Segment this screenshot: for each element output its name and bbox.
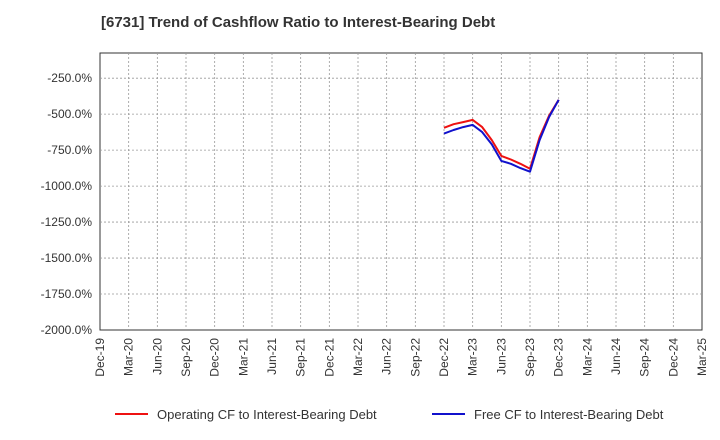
x-tick-label: Dec-24	[666, 338, 680, 377]
y-tick-label: -2000.0%	[41, 323, 93, 337]
y-tick-label: -750.0%	[47, 143, 92, 157]
x-tick-label: Jun-21	[265, 338, 279, 375]
x-tick-label: Jun-24	[609, 338, 623, 375]
x-tick-label: Sep-21	[294, 338, 308, 377]
y-tick-label: -1750.0%	[41, 287, 93, 301]
x-tick-label: Dec-23	[552, 338, 566, 377]
x-tick-label: Mar-21	[236, 338, 250, 376]
x-tick-label: Sep-24	[638, 338, 652, 377]
plot-area	[99, 52, 703, 331]
x-tick-label: Mar-22	[351, 338, 365, 376]
x-tick-label: Dec-22	[437, 338, 451, 377]
x-tick-label: Mar-24	[580, 338, 594, 376]
chart-title: [6731] Trend of Cashflow Ratio to Intere…	[101, 14, 496, 31]
x-tick-label: Sep-22	[408, 338, 422, 377]
x-tick-label: Dec-21	[322, 338, 336, 377]
x-tick-label: Mar-20	[122, 338, 136, 376]
y-tick-label: -1500.0%	[41, 251, 93, 265]
y-tick-label: -1250.0%	[41, 215, 93, 229]
x-tick-label: Jun-23	[494, 338, 508, 375]
x-tick-label: Dec-19	[93, 338, 107, 377]
x-tick-label: Sep-20	[179, 338, 193, 377]
y-tick-label: -1000.0%	[41, 179, 93, 193]
legend-label-2: Free CF to Interest-Bearing Debt	[474, 407, 664, 422]
x-tick-label: Sep-23	[523, 338, 537, 377]
series-line-2	[443, 99, 560, 173]
x-tick-label: Mar-23	[466, 338, 480, 376]
y-tick-label: -250.0%	[47, 71, 92, 85]
y-tick-label: -500.0%	[47, 107, 92, 121]
x-tick-label: Dec-20	[208, 338, 222, 377]
x-tick-label: Jun-20	[150, 338, 164, 375]
x-tick-label: Jun-22	[380, 338, 394, 375]
legend-label-1: Operating CF to Interest-Bearing Debt	[157, 407, 377, 422]
series-line-1	[443, 99, 560, 170]
x-tick-label: Mar-25	[695, 338, 709, 376]
